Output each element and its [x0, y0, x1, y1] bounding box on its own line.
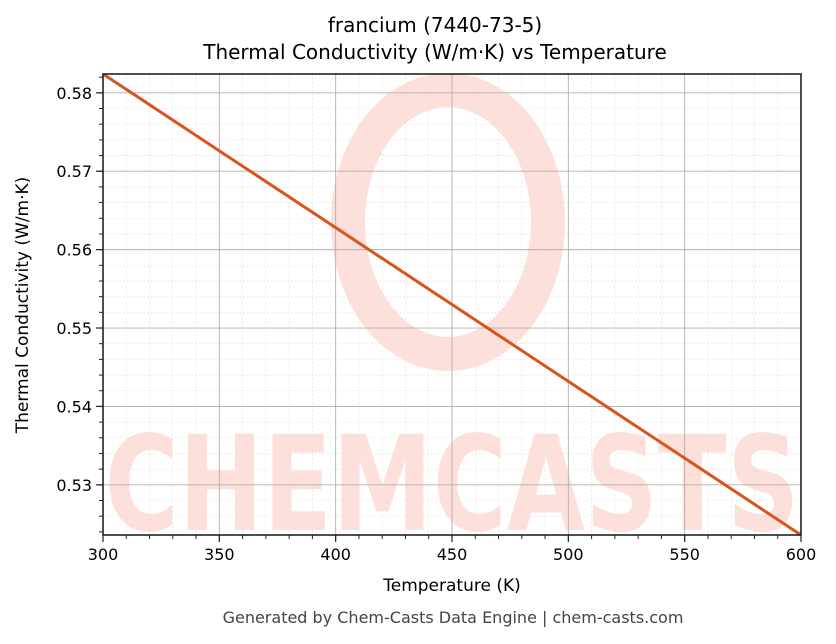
- x-tick-label: 550: [669, 545, 700, 564]
- y-axis-label: Thermal Conductivity (W/m·K): [13, 176, 33, 434]
- x-tick-label: 400: [320, 545, 351, 564]
- series-line: [102, 72, 802, 537]
- x-axis-label: Temperature (K): [383, 576, 521, 596]
- y-tick-label: 0.54: [56, 397, 92, 416]
- x-tick-label: 450: [437, 545, 468, 564]
- data-series: [102, 72, 802, 537]
- x-tick-label: 350: [204, 545, 235, 564]
- y-tick-label: 0.57: [56, 162, 92, 181]
- y-axis-ticks: 0.53 0.54 0.55 0.56 0.57 0.58: [56, 76, 103, 533]
- footer-credit: Generated by Chem-Casts Data Engine | ch…: [222, 608, 684, 627]
- y-tick-label: 0.56: [56, 241, 92, 260]
- x-tick-label: 600: [786, 545, 817, 564]
- y-tick-label: 0.58: [56, 84, 92, 103]
- chart-title-line2: Thermal Conductivity (W/m·K) vs Temperat…: [203, 40, 667, 64]
- chart-title-line1: francium (7440-73-5): [327, 13, 543, 37]
- x-axis-ticks: 300 350 400 450 500 550 600: [88, 535, 817, 564]
- watermark-ring: [331, 73, 565, 371]
- y-tick-label: 0.55: [56, 319, 92, 338]
- y-tick-label: 0.53: [56, 476, 92, 495]
- x-tick-label: 300: [88, 545, 119, 564]
- x-tick-label: 500: [553, 545, 584, 564]
